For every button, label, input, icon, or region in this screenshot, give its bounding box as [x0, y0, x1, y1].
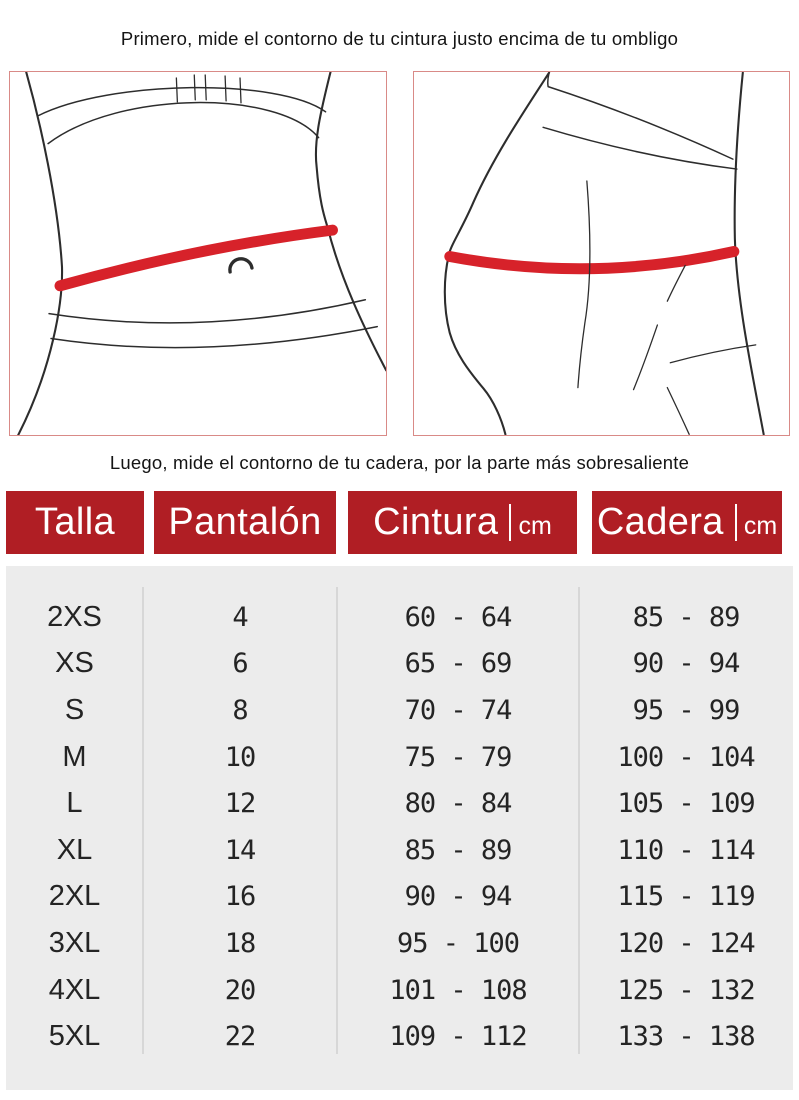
thigh-seam-curve: [632, 324, 658, 391]
header-unit: cm: [518, 511, 552, 540]
waistband-bottom-line: [541, 126, 738, 170]
table-row: L 12 80 - 84 105 - 109: [6, 780, 793, 827]
back-contour: [733, 72, 765, 435]
cintura-cell: 60 - 64: [404, 601, 513, 633]
header-cell-pantalon: Pantalón: [154, 491, 336, 554]
measurement-figures: [9, 71, 790, 436]
talla-cell: S: [64, 693, 85, 726]
pantalon-cell: 4: [232, 601, 248, 633]
table-row: 2XS 4 60 - 64 85 - 89: [6, 594, 793, 641]
pantalon-cell: 20: [224, 974, 257, 1006]
talla-cell: XS: [55, 647, 94, 680]
step1-caption: Primero, mide el contorno de tu cintura …: [120, 28, 679, 49]
talla-cell: XL: [56, 833, 93, 866]
table-row: S 8 70 - 74 95 - 99: [6, 687, 793, 734]
table-row: 2XL 16 90 - 94 115 - 119: [6, 874, 793, 921]
hip-contour: [443, 72, 550, 435]
pantalon-cell: 22: [224, 1021, 257, 1053]
unit-divider-bar: [734, 504, 737, 541]
waistband-upper-line: [48, 298, 367, 324]
talla-cell: M: [62, 740, 87, 773]
header-label: Pantalón: [168, 501, 322, 543]
cintura-cell: 70 - 74: [404, 694, 513, 726]
hip-side-illustration: [443, 72, 765, 435]
cadera-cell: 95 - 99: [632, 694, 741, 726]
cintura-cell: 90 - 94: [404, 881, 513, 913]
cadera-cell: 133 - 138: [617, 1021, 755, 1053]
cadera-cell: 125 - 132: [617, 974, 755, 1006]
header-cell-cintura: Cintura cm: [348, 491, 577, 554]
cintura-cell: 75 - 79: [404, 741, 513, 773]
thigh-cross-line: [669, 344, 756, 364]
column-divider: [336, 587, 338, 1054]
table-row: 4XL 20 101 - 108 125 - 132: [6, 967, 793, 1014]
waist-measuring-tape-line: [54, 224, 338, 292]
cintura-cell: 85 - 89: [404, 834, 513, 866]
pantalon-cell: 18: [224, 927, 257, 959]
cintura-cell: 109 - 112: [389, 1021, 527, 1053]
table-row: 3XL 18 95 - 100 120 - 124: [6, 920, 793, 967]
waistband-top-line: [546, 72, 734, 160]
pantalon-cell: 8: [232, 694, 248, 726]
cadera-cell: 120 - 124: [617, 927, 755, 959]
header-label: Cadera: [596, 501, 724, 543]
short-seam-line: [666, 264, 686, 302]
hip-measuring-tape-line: [443, 246, 739, 275]
column-divider: [142, 587, 144, 1054]
talla-cell: 2XL: [48, 880, 101, 913]
size-table-header: Talla Pantalón Cintura cm Cadera cm: [6, 491, 793, 554]
crease-seam-line: [576, 180, 591, 389]
table-row: XS 6 65 - 69 90 - 94: [6, 641, 793, 688]
talla-cell: 3XL: [48, 926, 101, 959]
cadera-cell: 85 - 89: [632, 601, 741, 633]
waistband-lower-line: [50, 325, 379, 349]
bra-hook-ticks: [175, 74, 242, 104]
talla-cell: 4XL: [48, 973, 101, 1006]
header-label: Talla: [34, 501, 116, 543]
column-divider: [578, 587, 580, 1054]
header-cell-talla: Talla: [6, 491, 144, 554]
unit-divider-bar: [509, 504, 512, 541]
pantalon-cell: 6: [232, 648, 248, 680]
waist-torso-illustration: [17, 72, 386, 435]
pantalon-cell: 10: [224, 741, 257, 773]
inner-leg-line: [666, 386, 690, 435]
header-cell-cadera: Cadera cm: [592, 491, 782, 554]
cintura-cell: 101 - 108: [389, 974, 527, 1006]
cintura-cell: 95 - 100: [396, 927, 520, 959]
pantalon-cell: 14: [224, 834, 257, 866]
cadera-cell: 115 - 119: [617, 881, 755, 913]
cadera-cell: 100 - 104: [617, 741, 755, 773]
waist-figure-box: [9, 71, 387, 436]
table-row: 5XL 22 109 - 112 133 - 138: [6, 1013, 793, 1060]
pantalon-cell: 16: [224, 881, 257, 913]
table-row: XL 14 85 - 89 110 - 114: [6, 827, 793, 874]
cadera-cell: 90 - 94: [632, 648, 741, 680]
table-row: M 10 75 - 79 100 - 104: [6, 734, 793, 781]
right-torso-contour: [314, 72, 386, 372]
bra-band-inner-line: [47, 101, 320, 145]
talla-cell: L: [66, 787, 83, 820]
cadera-cell: 110 - 114: [617, 834, 755, 866]
bra-band-outer-line: [37, 86, 327, 117]
hip-figure-box: [412, 71, 790, 436]
talla-cell: 5XL: [48, 1020, 101, 1053]
header-label: Cintura: [373, 501, 499, 543]
step2-caption: Luego, mide el contorno de tu cadera, po…: [109, 452, 690, 473]
left-torso-contour: [17, 72, 64, 435]
talla-cell: 2XS: [47, 600, 102, 633]
size-table-body: 2XS 4 60 - 64 85 - 89 XS 6 65 - 69 90 - …: [6, 566, 793, 1090]
cadera-cell: 105 - 109: [617, 788, 755, 820]
pantalon-cell: 12: [224, 788, 257, 820]
header-unit: cm: [743, 511, 778, 540]
cintura-cell: 65 - 69: [404, 648, 513, 680]
cintura-cell: 80 - 84: [404, 788, 513, 820]
navel-mark: [228, 257, 254, 274]
